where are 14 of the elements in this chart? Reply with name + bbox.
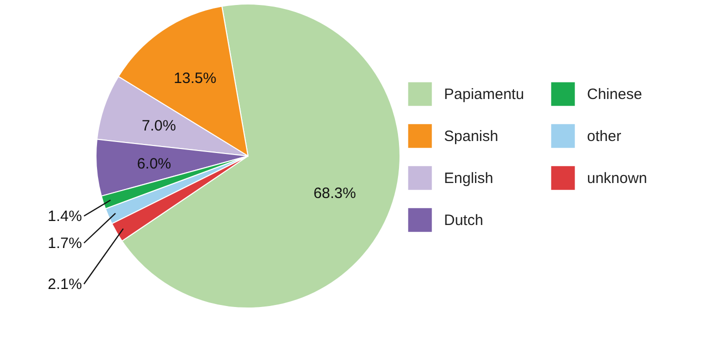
data-label: 1.4% — [48, 208, 82, 225]
legend-label: Spanish — [444, 128, 498, 145]
legend-label: unknown — [587, 170, 648, 187]
data-label: 1.7% — [48, 235, 82, 252]
legend-label: English — [444, 170, 494, 187]
legend-label: Chinese — [587, 86, 642, 104]
data-label: 68.3% — [313, 184, 356, 202]
legend-label: Papiamentu — [444, 86, 524, 104]
data-label: 6.0% — [136, 155, 172, 172]
legend-label: other — [587, 128, 622, 145]
legend-label: Dutch — [444, 212, 484, 229]
data-label: 2.1% — [48, 276, 82, 293]
data-label: 13.5% — [174, 70, 216, 88]
data-label: 7.0% — [142, 117, 176, 134]
